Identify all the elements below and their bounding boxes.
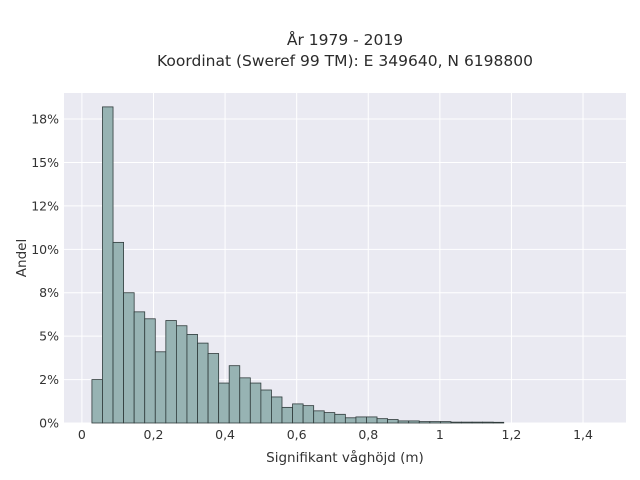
x-tick-label: 1,2 bbox=[502, 427, 522, 442]
histogram-bar bbox=[281, 406, 293, 424]
histogram-bar bbox=[197, 342, 209, 424]
histogram-bar bbox=[165, 320, 177, 424]
histogram-bar bbox=[397, 420, 410, 424]
histogram-bar bbox=[144, 318, 156, 424]
histogram-bar bbox=[313, 410, 325, 424]
histogram-bar bbox=[471, 421, 484, 424]
histogram-bar bbox=[123, 292, 135, 424]
histogram-bar bbox=[408, 420, 420, 424]
x-tick-label: 0,2 bbox=[144, 427, 164, 442]
y-tick-label: 2% bbox=[39, 372, 59, 387]
x-tick-label: 0 bbox=[78, 427, 86, 442]
histogram-bar bbox=[91, 379, 103, 424]
histogram-bar bbox=[260, 389, 272, 424]
x-tick-label: 0,8 bbox=[358, 427, 378, 442]
histogram-bar bbox=[102, 106, 114, 424]
x-tick-label: 1,4 bbox=[573, 427, 593, 442]
y-tick-label: 12% bbox=[31, 198, 59, 213]
histogram-bar bbox=[112, 241, 125, 424]
histogram-bar bbox=[387, 419, 399, 424]
y-axis-label: Andel bbox=[14, 239, 30, 277]
histogram-bar bbox=[292, 403, 304, 424]
histogram-bar bbox=[323, 412, 336, 424]
y-tick-label: 0% bbox=[39, 416, 59, 431]
histogram-bar bbox=[482, 421, 494, 424]
histogram-bar bbox=[175, 325, 188, 424]
histogram-bar bbox=[133, 311, 146, 424]
histogram-bar bbox=[355, 416, 367, 424]
histogram-bar bbox=[239, 377, 251, 424]
histogram-bar bbox=[376, 418, 388, 424]
x-tick-label: 0,4 bbox=[215, 427, 235, 442]
y-axis-ticks: 0% 2% 5% 8% 10% 12% 15% 18% bbox=[31, 112, 59, 431]
histogram-bar bbox=[461, 421, 473, 424]
histogram-bar bbox=[439, 421, 452, 424]
x-axis-label: Signifikant våghöjd (m) bbox=[266, 449, 424, 466]
y-tick-label: 10% bbox=[31, 242, 59, 257]
x-tick-label: 0,6 bbox=[287, 427, 307, 442]
histogram-bar bbox=[366, 416, 378, 424]
histogram-bar bbox=[418, 421, 431, 424]
histogram-bar bbox=[429, 421, 441, 424]
y-tick-label: 5% bbox=[39, 329, 59, 344]
histogram-bar bbox=[249, 382, 262, 424]
y-tick-label: 8% bbox=[39, 285, 59, 300]
x-axis-ticks: 0 0,2 0,4 0,6 0,8 1 1,2 1,4 bbox=[78, 427, 593, 442]
histogram-bar bbox=[492, 421, 505, 424]
histogram-bar bbox=[218, 382, 230, 424]
histogram-bar bbox=[450, 421, 462, 424]
histogram-bar bbox=[302, 405, 315, 424]
histogram-bar bbox=[334, 413, 346, 424]
histogram-bar bbox=[207, 353, 220, 424]
histogram-bar bbox=[271, 396, 283, 424]
chart-title: År 1979 - 2019 bbox=[287, 30, 403, 49]
histogram-bars bbox=[91, 106, 505, 424]
y-tick-label: 15% bbox=[31, 155, 59, 170]
chart-subtitle: Koordinat (Sweref 99 TM): E 349640, N 61… bbox=[157, 52, 533, 70]
histogram-bar bbox=[344, 417, 357, 424]
histogram-bar bbox=[228, 365, 241, 424]
histogram-bar bbox=[154, 351, 167, 424]
x-tick-label: 1 bbox=[436, 427, 444, 442]
histogram-bar bbox=[186, 334, 198, 424]
y-tick-label: 18% bbox=[31, 112, 59, 127]
